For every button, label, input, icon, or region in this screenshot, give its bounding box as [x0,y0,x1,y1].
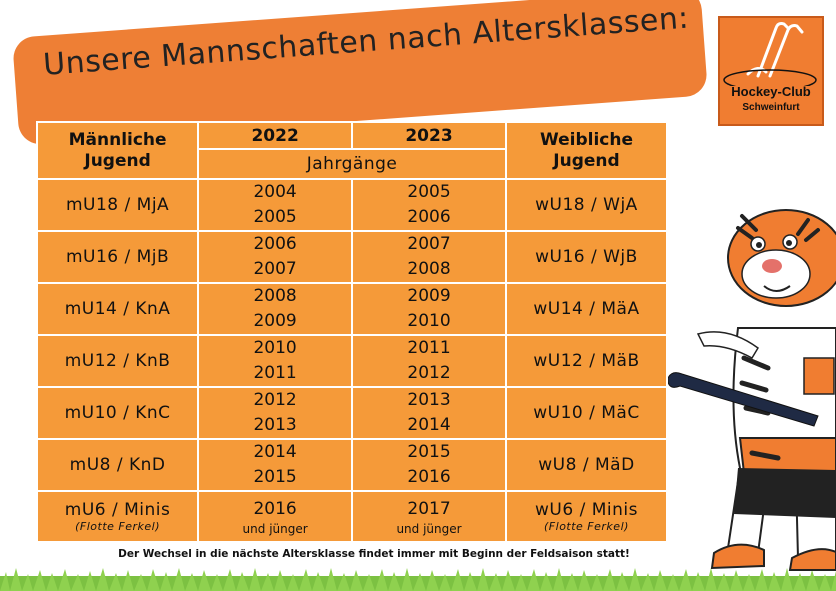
year-value: 2007 [253,259,297,279]
female-team-cell: wU18 / WjA [504,178,669,232]
female-header-line2: Jugend [553,150,620,171]
female-team-cell: wU14 / MäA [504,282,669,336]
table-row: mU18 / MjA 2004 2005 2005 2006 wU18 / WjA [35,178,669,232]
year-value: 2016 [253,499,297,519]
years-2023-cell: 2005 2006 [351,178,507,232]
female-team-cell: wU8 / MäD [504,438,669,492]
logo-club-city: Schweinfurt [742,102,800,113]
table-row: mU10 / KnC 2012 2013 2013 2014 wU10 / MäC [35,386,669,440]
years-2022-cell: 2004 2005 [197,178,354,232]
years-2022-cell: 2008 2009 [197,282,354,336]
table-row: mU14 / KnA 2008 2009 2009 2010 wU14 / MäA [35,282,669,336]
male-team-label: mU6 / Minis [64,499,171,520]
year-value: 2008 [253,286,297,306]
female-header-line1: Weibliche [539,129,633,150]
age-class-table: Männliche Jugend 2022 2023 Weibliche Jug… [35,121,669,543]
year-value: 2009 [407,286,451,306]
table-row: mU8 / KnD 2014 2015 2015 2016 wU8 / MäD [35,438,669,492]
year-value: 2011 [407,338,451,358]
year-value: 2006 [253,234,297,254]
footer-note: Der Wechsel in die nächste Altersklasse … [118,548,630,560]
year-value: 2010 [407,311,451,331]
female-header: Weibliche Jugend [504,121,669,180]
year-value: 2016 [407,467,451,487]
year-value: 2005 [253,207,297,227]
tiger-mascot-illustration [668,209,836,571]
year-value: 2004 [253,182,297,202]
club-logo: Hockey-Club Schweinfurt [718,16,824,126]
jahrgaenge-header: Jahrgänge [197,148,507,180]
years-2022-cell: 2014 2015 [197,438,354,492]
male-team-note: (Flotte Ferkel) [75,519,161,533]
years-2022-cell: 2016 und jünger [197,490,354,543]
male-team-cell: mU12 / KnB [35,334,200,388]
years-2023-cell: 2017 und jünger [351,490,507,543]
year-value: 2014 [253,442,297,462]
female-team-label: wU6 / Minis [535,499,638,520]
years-2023-cell: 2011 2012 [351,334,507,388]
female-team-note: (Flotte Ferkel) [544,519,629,533]
logo-club-name: Hockey-Club [731,84,811,99]
year-value: 2015 [253,467,297,487]
female-team-cell: wU12 / MäB [504,334,669,388]
year-value: 2009 [253,311,297,331]
hockey-sticks-logo-icon [723,22,817,86]
female-team-cell: wU6 / Minis (Flotte Ferkel) [504,490,669,543]
male-team-cell: mU10 / KnC [35,386,200,440]
year-value: 2015 [407,442,451,462]
years-2023-cell: 2007 2008 [351,230,507,284]
years-2022-cell: 2012 2013 [197,386,354,440]
year-value: 2012 [253,390,297,410]
year-note: und jünger [396,522,462,536]
female-team-cell: wU16 / WjB [504,230,669,284]
male-header-line1: Männliche [68,129,167,150]
year-value: 2007 [407,234,451,254]
grass-strip [0,568,836,591]
table-subheader-row: Jahrgänge [37,148,667,180]
table-header-row: Männliche Jugend 2022 2023 Weibliche Jug… [35,121,669,180]
year-value: 2013 [253,415,297,435]
year-value: 2012 [407,363,451,383]
male-team-cell: mU18 / MjA [35,178,200,232]
years-2023-cell: 2013 2014 [351,386,507,440]
male-header: Männliche Jugend [35,121,200,180]
year-note: und jünger [242,522,308,536]
male-team-cell: mU8 / KnD [35,438,200,492]
year-2022-header: 2022 [197,121,354,150]
male-header-line2: Jugend [84,150,151,171]
year-value: 2008 [407,259,451,279]
table-row: mU16 / MjB 2006 2007 2007 2008 wU16 / WjB [35,230,669,284]
years-2023-cell: 2009 2010 [351,282,507,336]
years-2023-cell: 2015 2016 [351,438,507,492]
year-value: 2010 [253,338,297,358]
year-value: 2006 [407,207,451,227]
male-team-cell: mU14 / KnA [35,282,200,336]
year-value: 2005 [407,182,451,202]
table-row-minis: mU6 / Minis (Flotte Ferkel) 2016 und jüng… [35,490,669,543]
year-value: 2013 [407,390,451,410]
female-team-cell: wU10 / MäC [504,386,669,440]
years-2022-cell: 2006 2007 [197,230,354,284]
table-row: mU12 / KnB 2010 2011 2011 2012 wU12 / MäB [35,334,669,388]
male-team-cell: mU6 / Minis (Flotte Ferkel) [35,490,200,543]
male-team-cell: mU16 / MjB [35,230,200,284]
years-2022-cell: 2010 2011 [197,334,354,388]
year-value: 2017 [407,499,451,519]
year-2023-header: 2023 [351,121,507,150]
year-value: 2014 [407,415,451,435]
year-value: 2011 [253,363,297,383]
